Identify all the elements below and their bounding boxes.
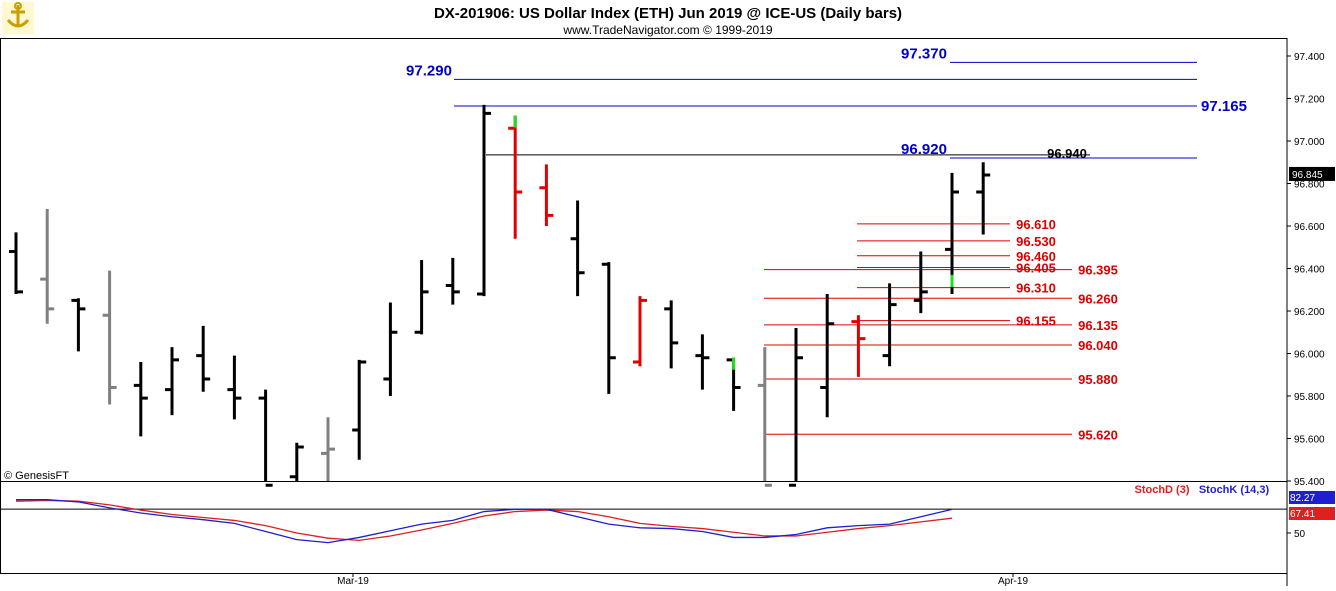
price-tick-label: 96.200 [1294, 307, 1325, 318]
x-tick-label: Mar-19 [337, 576, 369, 587]
price-tick-label: 95.400 [1294, 477, 1325, 488]
level-label-red: 96.460 [1016, 249, 1056, 264]
stoch-d-line [15, 499, 953, 542]
level-label-red: 96.135 [1078, 318, 1118, 333]
level-label-red: 95.620 [1078, 427, 1118, 442]
level-label-red: 96.530 [1016, 234, 1056, 249]
level-label-red: 96.260 [1078, 291, 1118, 306]
last-price-box [1289, 166, 1335, 181]
price-tick-label: 96.600 [1294, 222, 1325, 233]
level-label-blue: 97.370 [901, 45, 947, 62]
stoch-k-line [16, 499, 953, 544]
level-label-red: 95.880 [1078, 372, 1118, 387]
level-label-red: 96.395 [1078, 263, 1118, 278]
level-label-red: 96.040 [1078, 338, 1118, 353]
level-label-blue: 97.290 [406, 62, 452, 79]
chart-title: DX-201906: US Dollar Index (ETH) Jun 201… [434, 5, 902, 22]
chart-subtitle: www.TradeNavigator.com © 1999-2019 [562, 23, 772, 37]
price-tick-label: 95.800 [1294, 392, 1325, 403]
price-levels: 97.370 97.290 97.165 96.920 96.940 96.610 96.5… [406, 45, 1247, 442]
level-label-black: 96.940 [1047, 146, 1087, 161]
watermark: © GenesisFT [4, 470, 69, 482]
stoch-k-value-box [1289, 491, 1335, 504]
price-tick-label: 97.400 [1294, 52, 1325, 63]
level-label-red: 96.155 [1016, 314, 1056, 329]
stoch-d-legend: StochD (3) [1135, 484, 1190, 496]
price-tick-label: 96.400 [1294, 265, 1325, 276]
price-bars [9, 104, 991, 487]
price-tick-label: 96.800 [1294, 180, 1325, 191]
anchor-icon [2, 2, 34, 34]
stochastic-panel: StochD (3) StochK (14,3) 50 82.27 67.41 [1, 484, 1335, 544]
x-tick-label: Apr-19 [998, 576, 1028, 587]
price-tick-label: 97.200 [1294, 95, 1325, 106]
last-price-label: 96.845 [1292, 170, 1323, 181]
price-axis: 97.400 97.200 97.000 96.800 96.600 96.400 96.2… [337, 52, 1335, 587]
stoch-k-value: 82.27 [1290, 493, 1315, 504]
chart-frame [0, 38, 1288, 586]
stoch-k-legend: StochK (14,3) [1199, 484, 1270, 496]
level-label-red: 96.310 [1016, 281, 1056, 296]
level-label-blue: 97.165 [1201, 98, 1247, 115]
level-label-red: 96.405 [1016, 260, 1056, 275]
level-label-red: 96.610 [1016, 217, 1056, 232]
price-tick-label: 97.000 [1294, 137, 1325, 148]
level-label-blue: 96.920 [901, 141, 947, 158]
stoch-tick-label: 50 [1294, 529, 1306, 540]
price-tick-label: 95.600 [1294, 435, 1325, 446]
stoch-d-value-box [1289, 507, 1335, 520]
stoch-d-value: 67.41 [1290, 509, 1315, 520]
price-tick-label: 96.000 [1294, 350, 1325, 361]
